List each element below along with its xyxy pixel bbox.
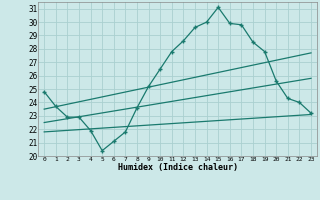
X-axis label: Humidex (Indice chaleur): Humidex (Indice chaleur): [118, 163, 238, 172]
